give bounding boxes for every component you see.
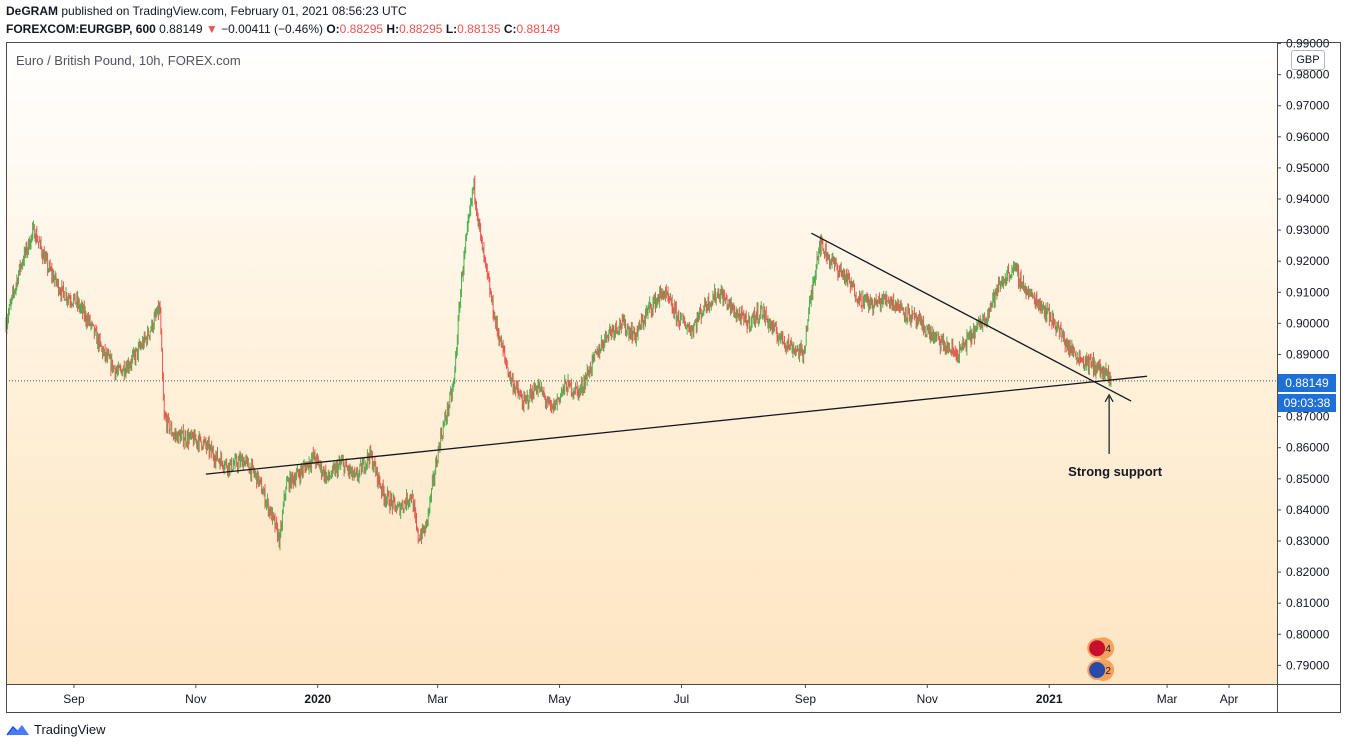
x-tick-label: Nov [917,692,938,706]
rising-support-line[interactable] [205,375,1148,475]
event-badge-count: 2 [1105,666,1111,677]
y-tick-label: 0.98000 [1286,68,1330,82]
open-value: 0.88295 [339,22,384,36]
y-tick-label: 0.93000 [1286,223,1330,237]
x-tick-label: Sep [795,692,817,706]
x-tick-label: Apr [1220,692,1239,706]
y-tick-label: 0.85000 [1286,472,1330,486]
y-tick-label: 0.95000 [1286,161,1330,175]
symbol-legend: FOREXCOM:EURGBP, 600 0.88149 ▼ −0.00411 … [6,22,560,36]
symbol-name[interactable]: FOREXCOM:EURGBP, 600 [6,22,156,36]
close-label: C: [503,22,517,36]
publish-info: DeGRAM published on TradingView.com, Feb… [6,4,407,18]
x-tick-label: May [548,692,571,706]
event-badge-count: 4 [1105,644,1111,655]
axis-ticks: 0.99000 0.98000 0.97000 0.96000 0.95000 0.940… [6,37,1330,706]
tradingview-icon [6,724,29,735]
tradingview-logo[interactable]: TradingView [6,722,106,737]
x-tick-label: 2021 [1036,692,1063,706]
high-label: H: [386,22,400,36]
y-tick-label: 0.81000 [1286,596,1330,610]
y-tick-label: 0.83000 [1286,534,1330,548]
x-tick-label: 2020 [304,692,331,706]
price-change: −0.00411 (−0.46%) [221,22,323,36]
eu-flag-icon[interactable] [1087,660,1108,681]
countdown-badge: 09:03:38 [1278,394,1336,412]
y-tick-label: 0.94000 [1286,192,1330,206]
y-tick-label: 0.92000 [1286,254,1330,268]
price-axis-border [1277,42,1278,713]
x-tick-label: Sep [63,692,85,706]
y-tick-label: 0.96000 [1286,130,1330,144]
y-tick-label: 0.79000 [1286,658,1330,672]
low-value: 0.88135 [457,22,501,36]
gb-flag-icon[interactable] [1087,638,1108,659]
x-tick-label: Mar [427,692,448,706]
annotation-arrow-head [1104,393,1114,403]
y-tick-label: 0.87000 [1286,410,1330,424]
brand-name: TradingView [34,722,106,737]
y-tick-label: 0.84000 [1286,503,1330,517]
current-price-badge: 0.88149 [1278,374,1336,392]
annotation-label: Strong support [1068,464,1163,479]
x-tick-label: Jul [674,692,689,706]
currency-badge[interactable]: GBP [1291,50,1325,70]
publish-text: published on TradingView.com, February 0… [61,4,407,18]
trendlines: Strong support 4 2 [205,232,1163,682]
y-tick-label: 0.89000 [1286,347,1330,361]
y-tick-label: 0.91000 [1286,285,1330,299]
y-tick-label: 0.80000 [1286,627,1330,641]
y-tick-label: 0.86000 [1286,441,1330,455]
plot-area[interactable] [6,42,1277,684]
chart-title: Euro / British Pound, 10h, FOREX.com [16,53,241,68]
low-label: L: [445,22,458,36]
candles [5,175,1112,551]
high-value: 0.88295 [399,22,443,36]
last-price: 0.88149 [159,22,203,36]
time-axis-border [6,684,1341,685]
falling-resistance-line[interactable] [811,232,1132,402]
y-tick-label: 0.82000 [1286,565,1330,579]
y-tick-label: 0.90000 [1286,316,1330,330]
author-name[interactable]: DeGRAM [6,4,59,18]
down-arrow-icon: ▼ [205,22,218,36]
open-label: O: [326,22,340,36]
x-tick-label: Nov [185,692,206,706]
x-tick-label: Mar [1157,692,1178,706]
y-tick-label: 0.99000 [1286,37,1330,51]
close-value: 0.88149 [516,22,560,36]
y-tick-label: 0.97000 [1286,99,1330,113]
